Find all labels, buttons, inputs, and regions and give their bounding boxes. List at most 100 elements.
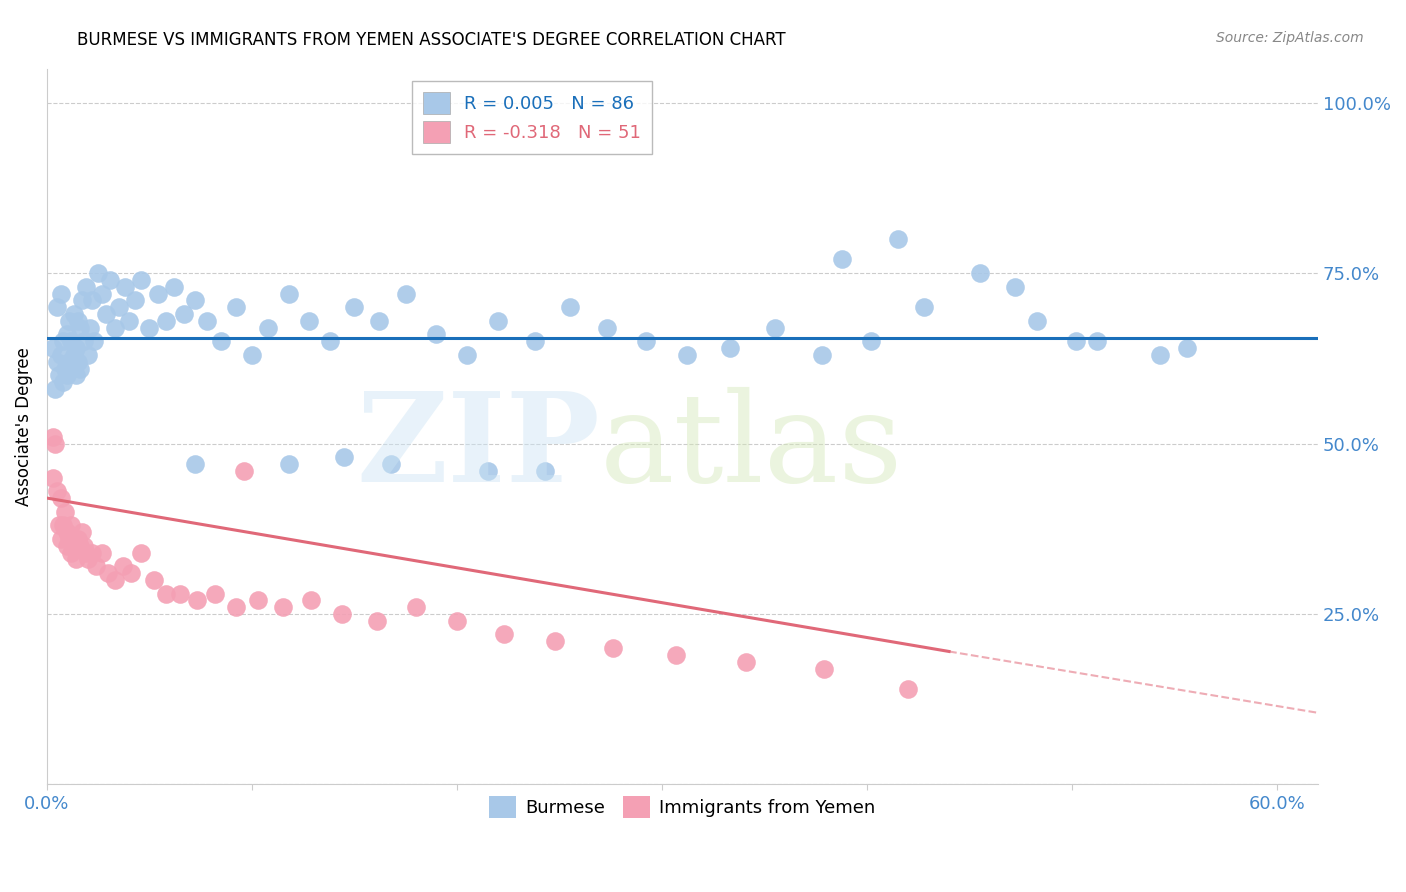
Point — [204, 586, 226, 600]
Point — [51, 532, 73, 546]
Y-axis label: Associate's Degree: Associate's Degree — [15, 347, 32, 506]
Point — [405, 600, 427, 615]
Point — [232, 464, 254, 478]
Point — [735, 655, 758, 669]
Point — [183, 457, 205, 471]
Point — [79, 320, 101, 334]
Point — [80, 546, 103, 560]
Point — [69, 320, 91, 334]
Point — [969, 266, 991, 280]
Point — [118, 314, 141, 328]
Point — [66, 532, 89, 546]
Point — [813, 661, 835, 675]
Text: Source: ZipAtlas.com: Source: ZipAtlas.com — [1216, 31, 1364, 45]
Point — [486, 314, 509, 328]
Point — [1026, 314, 1049, 328]
Point — [107, 300, 129, 314]
Point — [75, 279, 97, 293]
Point — [69, 361, 91, 376]
Point — [73, 334, 96, 349]
Point — [897, 681, 920, 696]
Point — [114, 279, 136, 293]
Point — [173, 307, 195, 321]
Point — [48, 518, 70, 533]
Point — [240, 348, 263, 362]
Point — [51, 348, 73, 362]
Point — [60, 361, 83, 376]
Point — [634, 334, 657, 349]
Point — [62, 539, 84, 553]
Point — [129, 546, 152, 560]
Point — [665, 648, 688, 662]
Point — [52, 518, 75, 533]
Point — [247, 593, 270, 607]
Point — [56, 327, 79, 342]
Point — [83, 334, 105, 349]
Point — [42, 341, 65, 355]
Point — [368, 314, 391, 328]
Point — [558, 300, 581, 314]
Point — [209, 334, 232, 349]
Point — [65, 368, 87, 383]
Point — [718, 341, 741, 355]
Point — [65, 341, 87, 355]
Point — [914, 300, 936, 314]
Point — [366, 614, 388, 628]
Point — [534, 464, 557, 478]
Point — [183, 293, 205, 308]
Point — [56, 368, 79, 383]
Point — [277, 286, 299, 301]
Point — [97, 566, 120, 580]
Point — [52, 375, 75, 389]
Point — [675, 348, 697, 362]
Point — [425, 327, 447, 342]
Point — [70, 293, 93, 308]
Point — [75, 546, 97, 560]
Point — [73, 539, 96, 553]
Point — [60, 518, 83, 533]
Point — [169, 586, 191, 600]
Point — [395, 286, 418, 301]
Point — [96, 307, 118, 321]
Point — [70, 525, 93, 540]
Point — [84, 559, 107, 574]
Point — [111, 559, 134, 574]
Point — [299, 593, 322, 607]
Point — [477, 464, 499, 478]
Point — [860, 334, 883, 349]
Point — [46, 354, 69, 368]
Point — [42, 430, 65, 444]
Point — [62, 348, 84, 362]
Point — [277, 457, 299, 471]
Point — [77, 348, 100, 362]
Point — [380, 457, 402, 471]
Point — [91, 286, 114, 301]
Point — [811, 348, 834, 362]
Point — [66, 314, 89, 328]
Point — [142, 573, 165, 587]
Point — [330, 607, 353, 621]
Point — [319, 334, 342, 349]
Point — [155, 314, 177, 328]
Point — [186, 593, 208, 607]
Point — [56, 525, 79, 540]
Point — [62, 307, 84, 321]
Point — [91, 546, 114, 560]
Text: BURMESE VS IMMIGRANTS FROM YEMEN ASSOCIATE'S DEGREE CORRELATION CHART: BURMESE VS IMMIGRANTS FROM YEMEN ASSOCIA… — [77, 31, 786, 49]
Point — [120, 566, 142, 580]
Point — [333, 450, 356, 465]
Point — [58, 354, 80, 368]
Point — [446, 614, 468, 628]
Point — [42, 470, 65, 484]
Point — [44, 436, 66, 450]
Point — [60, 546, 83, 560]
Point — [138, 320, 160, 334]
Point — [58, 532, 80, 546]
Point — [44, 382, 66, 396]
Point — [66, 354, 89, 368]
Point — [87, 266, 110, 280]
Point — [69, 539, 91, 553]
Point — [1149, 348, 1171, 362]
Point — [298, 314, 321, 328]
Point — [1064, 334, 1087, 349]
